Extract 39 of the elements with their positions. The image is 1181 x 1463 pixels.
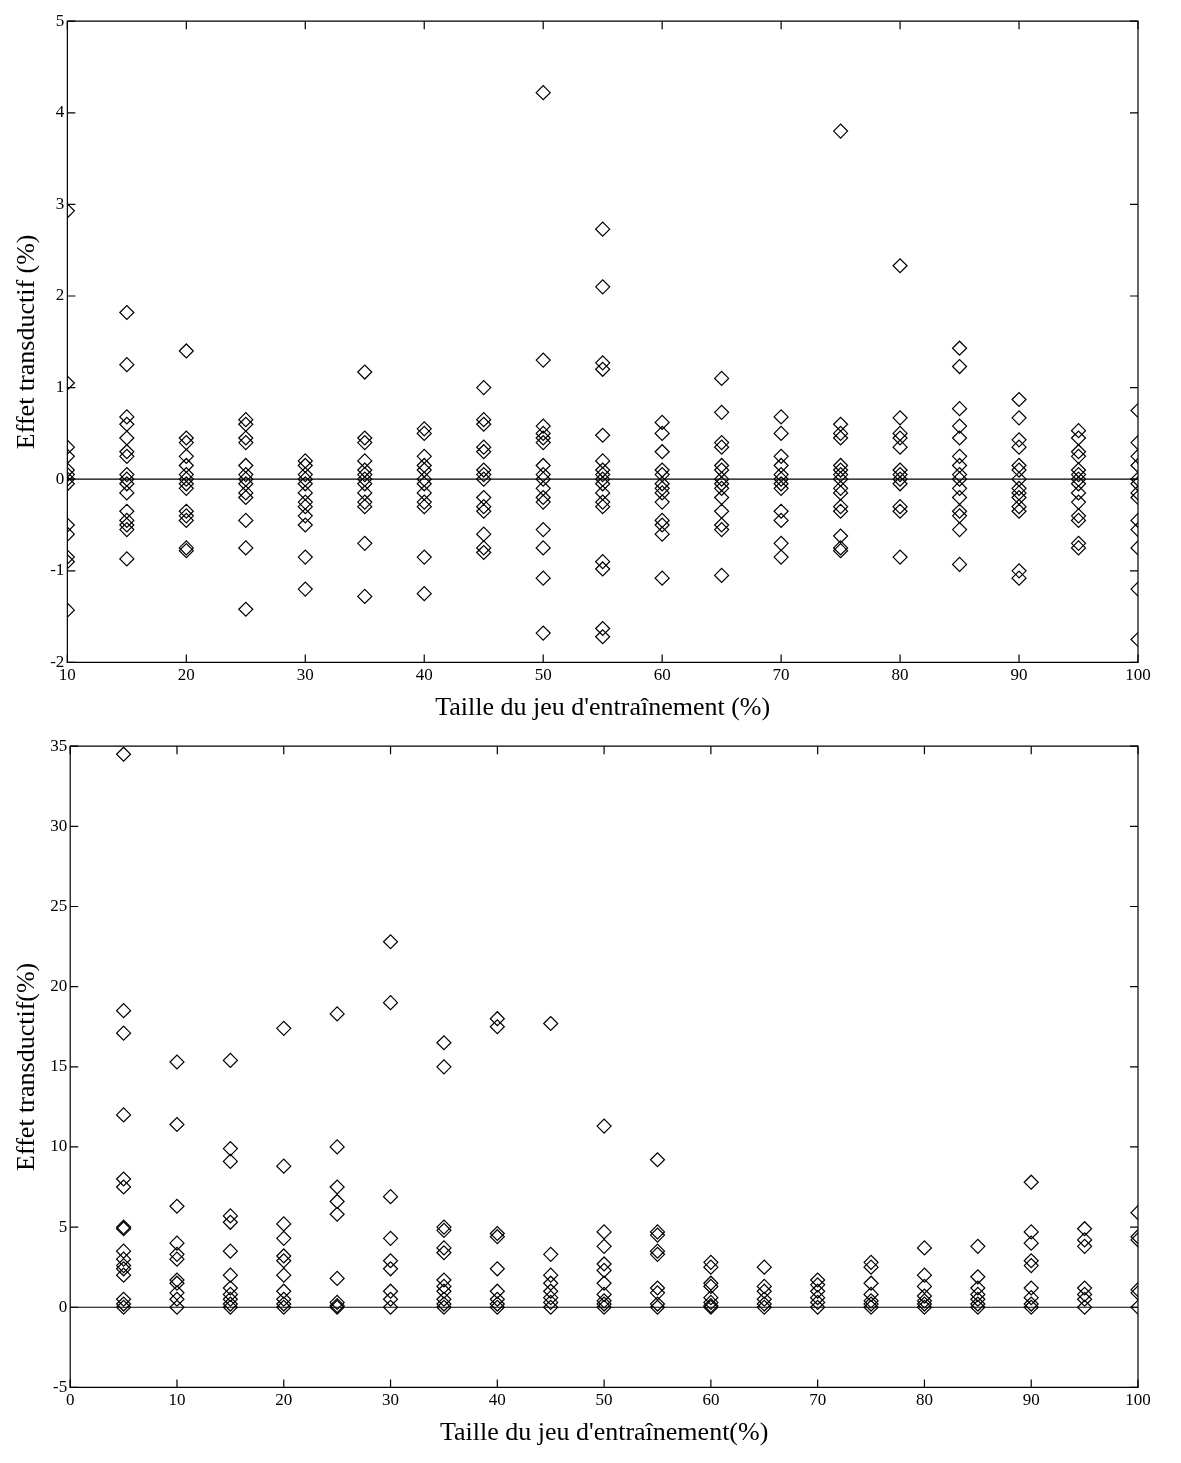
x-tick-label: 80 [915,1390,933,1410]
y-axis-title: Effet transductif (%) [11,234,41,450]
x-tick-label: 30 [382,1390,400,1410]
y-tick-label: 3 [55,193,65,213]
y-tick-label: 4 [55,102,65,122]
y-tick-label: -1 [50,560,65,580]
y-tick-label: 5 [58,1216,68,1236]
x-tick-label: 70 [772,665,790,685]
y-tick-label: -5 [53,1376,68,1396]
y-tick-label: 0 [58,1296,68,1316]
x-tick-label: 50 [595,1390,613,1410]
x-tick-label: 80 [891,665,909,685]
x-tick-label: 90 [1022,1390,1040,1410]
y-tick-label: 5 [55,10,65,30]
x-tick-label: 70 [809,1390,827,1410]
x-tick-label: 50 [534,665,552,685]
x-tick-label: 40 [488,1390,506,1410]
y-tick-label: 0 [55,468,65,488]
y-tick-label: 30 [50,815,68,835]
y-tick-label: 1 [55,377,65,397]
y-tick-label: 10 [50,1136,68,1156]
x-axis-title: Taille du jeu d'entraînement (%) [435,692,771,722]
y-axis-title: Effet transductif(%) [11,962,41,1171]
x-tick-label: 100 [1125,665,1151,685]
x-tick-label: 30 [296,665,314,685]
x-tick-label: 20 [275,1390,293,1410]
x-tick-label: 40 [415,665,433,685]
y-tick-label: 15 [50,1056,68,1076]
x-tick-label: 100 [1125,1390,1151,1410]
x-tick-label: 60 [702,1390,720,1410]
x-axis-title: Taille du jeu d'entraînement(%) [439,1417,769,1447]
x-tick-label: 10 [168,1390,186,1410]
y-tick-label: 35 [50,735,68,755]
y-tick-label: 25 [50,895,68,915]
x-tick-label: 20 [177,665,195,685]
x-tick-label: 90 [1010,665,1028,685]
x-tick-label: 60 [653,665,671,685]
y-tick-label: 2 [55,285,65,305]
y-tick-label: 20 [50,976,68,996]
